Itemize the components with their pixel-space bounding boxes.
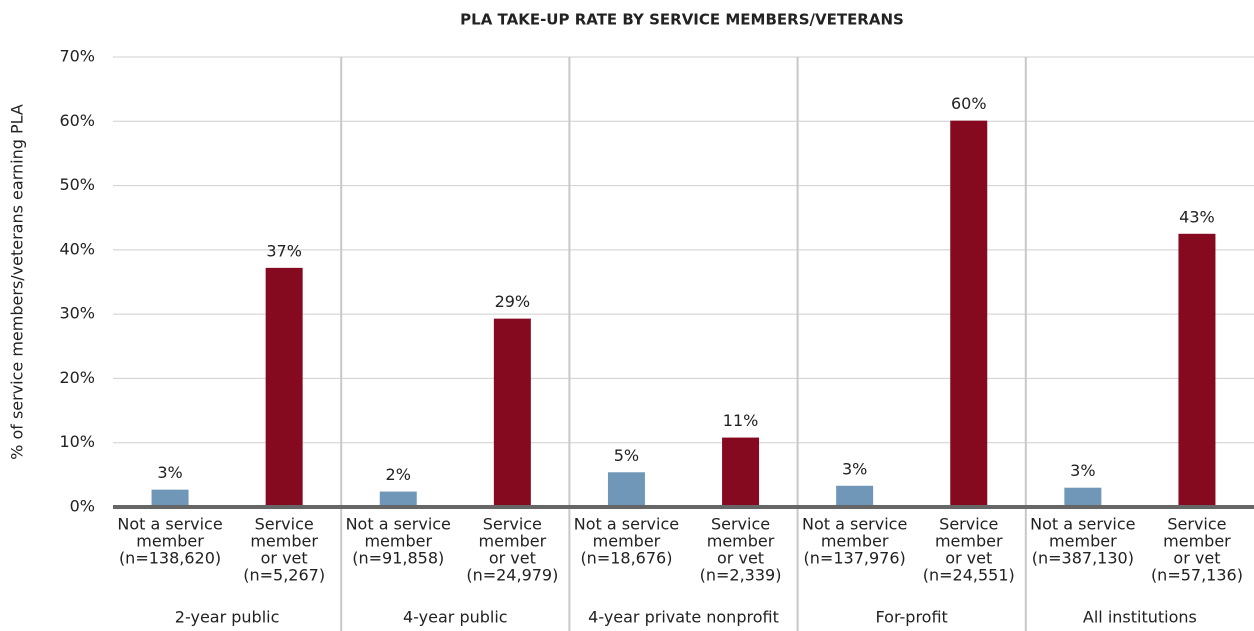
data-label: 3% [842,459,867,478]
y-tick-label: 0% [70,497,95,516]
bar [722,437,760,507]
x-tick-label: Not a service [1030,515,1135,534]
bar [265,267,303,507]
bar [379,491,417,507]
y-axis-title: % of service members/veterans earning PL… [8,104,27,460]
bar [1064,487,1102,507]
x-tick-label: Service [711,515,770,534]
y-tick-label: 20% [59,368,95,387]
chart-title: PLA TAKE-UP RATE BY SERVICE MEMBERS/VETE… [460,11,904,29]
x-tick-label: or vet [489,549,536,568]
x-tick-label: Service [255,515,314,534]
x-tick-label: member [1163,532,1231,551]
x-tick-label: Not a service [802,515,907,534]
x-tick-label: member [250,532,318,551]
x-tick-label: member [479,532,547,551]
x-group-label: 2-year public [175,608,280,627]
x-tick-label: or vet [1173,549,1220,568]
data-label: 3% [1070,461,1095,480]
x-tick-label: (n=24,979) [466,566,558,585]
x-tick-label: Service [1167,515,1226,534]
x-tick-label: member [935,532,1003,551]
data-label: 43% [1179,207,1215,226]
x-tick-label: Not a service [346,515,451,534]
x-tick-label: or vet [261,549,308,568]
data-label: 37% [266,241,302,260]
x-tick-label: or vet [945,549,992,568]
x-tick-label: (n=18,676) [580,549,672,568]
x-tick-label: Not a service [117,515,222,534]
x-group-label: All institutions [1083,608,1197,627]
data-label: 29% [495,292,531,311]
x-tick-label: member [136,532,204,551]
bar [836,485,874,507]
x-group-label: For-profit [876,608,948,627]
bar [151,489,189,507]
x-tick-label: member [707,532,775,551]
x-tick-label: (n=24,551) [923,566,1015,585]
x-tick-label: member [821,532,889,551]
y-tick-label: 30% [59,304,95,323]
bar [493,318,531,507]
x-group-label: 4-year private nonprofit [588,608,779,627]
bar [1178,233,1216,508]
y-tick-label: 60% [59,111,95,130]
data-label: 2% [386,465,411,484]
data-label: 5% [614,446,639,465]
x-group-label: 4-year public [403,608,508,627]
x-tick-label: (n=57,136) [1151,566,1243,585]
y-tick-label: 70% [59,47,95,66]
data-label: 3% [157,463,182,482]
x-tick-label: (n=91,858) [352,549,444,568]
x-tick-label: (n=387,130) [1032,549,1134,568]
x-tick-label: member [593,532,661,551]
x-tick-label: Not a service [574,515,679,534]
bar [607,472,645,507]
y-tick-label: 40% [59,239,95,258]
x-tick-label: (n=138,620) [119,549,221,568]
x-tick-label: (n=2,339) [700,566,782,585]
bar [950,120,988,508]
x-tick-label: Service [939,515,998,534]
x-tick-label: member [364,532,432,551]
x-tick-label: (n=137,976) [804,549,906,568]
x-tick-label: member [1049,532,1117,551]
y-tick-label: 10% [59,432,95,451]
x-tick-label: or vet [717,549,764,568]
x-tick-label: (n=5,267) [243,566,325,585]
data-label: 11% [723,411,759,430]
x-tick-label: Service [483,515,542,534]
data-label: 60% [951,94,987,113]
y-tick-label: 50% [59,175,95,194]
